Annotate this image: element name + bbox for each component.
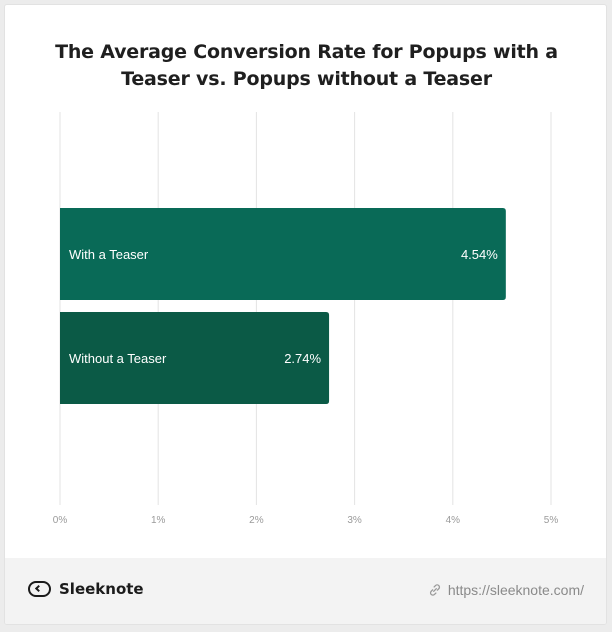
footer: Sleeknote https://sleeknote.com/ [5,558,606,624]
x-tick-label: 2% [249,515,264,526]
brand-name: Sleeknote [59,580,144,598]
x-tick-label: 4% [446,515,461,526]
bar [60,208,506,300]
sleeknote-logo-icon [28,581,51,597]
x-tick-label: 3% [347,515,362,526]
chart-title-line-1: The Average Conversion Rate for Popups w… [55,41,558,63]
brand[interactable]: Sleeknote [28,580,144,598]
bar-value-label: 4.54% [461,247,498,262]
bar-chart: 0% 1% 2% 3% 4% 5% With a Teaser 4.54% Without a … [53,112,559,526]
bar-value-label: 2.74% [284,351,321,366]
bar [60,312,330,404]
x-tick-label: 0% [53,515,68,526]
x-tick-label: 5% [544,515,559,526]
bar-category-label: With a Teaser [69,247,149,262]
bar-category-label: Without a Teaser [69,351,167,366]
link-icon [429,584,440,596]
chart-title: The Average Conversion Rate for Popups w… [5,39,606,93]
source-url: https://sleeknote.com/ [447,582,584,598]
chart-title-line-2: Teaser vs. Popups without a Teaser [121,68,492,90]
x-tick-label: 1% [151,515,166,526]
source-link[interactable]: https://sleeknote.com/ [428,582,584,598]
chart-card: The Average Conversion Rate for Popups w… [4,4,607,625]
